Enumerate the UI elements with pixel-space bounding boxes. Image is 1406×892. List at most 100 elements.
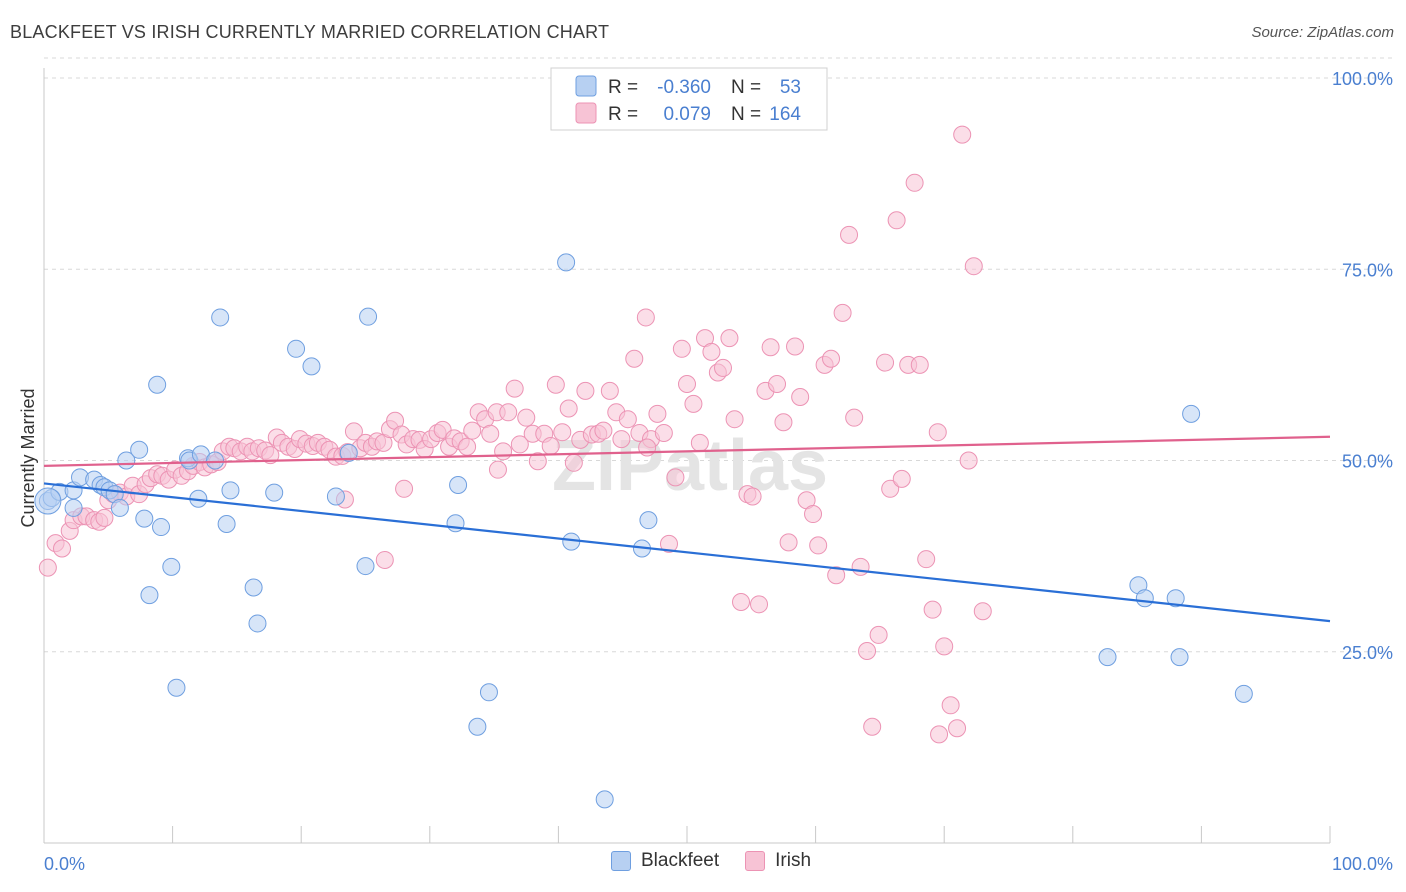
irish-point-107: [678, 375, 696, 393]
irish-point-77: [499, 403, 518, 422]
irish-point-136: [851, 557, 870, 576]
irish-point-100: [636, 308, 655, 327]
legend-item-irish[interactable]: Irish: [745, 850, 811, 872]
legend-swatch-irish: [745, 851, 766, 871]
blackfeet-point-13: [130, 440, 149, 459]
irish-point-0: [38, 558, 57, 577]
legend-n-label-1: N =: [731, 104, 761, 125]
irish-point-94: [600, 381, 619, 400]
irish-point-148: [923, 600, 942, 619]
legend-r-label-1: R =: [608, 104, 638, 125]
x-tick-label-0: 0.0%: [44, 854, 85, 874]
chart-title: BLACKFEET VS IRISH CURRENTLY MARRIED COR…: [10, 22, 610, 42]
irish-point-98: [625, 349, 644, 368]
blackfeet-point-38: [449, 475, 468, 494]
irish-point-76: [494, 442, 513, 461]
irish-point-126: [791, 388, 810, 407]
blackfeet-point-39: [468, 717, 487, 736]
irish-point-116: [732, 593, 751, 612]
blackfeet-point-34: [339, 443, 358, 462]
irish-point-162: [928, 423, 947, 442]
y-tick-label-2: 75.0%: [1342, 260, 1393, 280]
blackfeet-point-11: [110, 498, 129, 517]
irish-point-85: [546, 375, 565, 394]
irish-point-96: [612, 430, 631, 449]
y-tick-label-1: 50.0%: [1342, 452, 1393, 472]
blackfeet-point-40: [479, 683, 498, 702]
irish-point-146: [910, 355, 929, 374]
blackfeet-point-35: [356, 557, 375, 576]
irish-point-149: [930, 725, 949, 744]
tick-labels: 25.0% 50.0% 75.0% 100.0% 0.0% 100.0%: [44, 69, 1393, 874]
irish-point-138: [863, 717, 882, 736]
irish-point-150: [935, 637, 954, 656]
irish-point-129: [809, 536, 828, 555]
irish-point-111: [702, 342, 721, 361]
blackfeet-point-41: [557, 253, 576, 272]
irish-point-37: [261, 446, 280, 465]
irish-point-132: [827, 566, 846, 585]
blackfeet-point-46: [1098, 648, 1117, 667]
irish-point-134: [840, 225, 859, 244]
blackfeet-point-16: [148, 375, 167, 394]
irish-point-141: [881, 479, 900, 498]
chart-source: Source: ZipAtlas.com: [1251, 24, 1394, 41]
irish-point-145: [905, 173, 924, 192]
irish-point-124: [779, 533, 798, 552]
blackfeet-point-3: [64, 498, 83, 517]
blackfeet-point-32: [302, 357, 321, 376]
irish-point-160: [488, 460, 507, 479]
irish-point-156: [973, 602, 992, 621]
blackfeet-point-33: [326, 487, 345, 506]
irish-point-86: [553, 423, 572, 442]
legend-swatch-1: [575, 102, 597, 124]
legend-n-label-0: N =: [731, 77, 761, 98]
irish-point-159: [395, 479, 414, 498]
irish-point-128: [804, 505, 823, 524]
legend-label-blackfeet: Blackfeet: [641, 850, 720, 871]
blackfeet-point-45: [639, 511, 658, 530]
irish-point-87: [559, 399, 578, 418]
irish-point-153: [953, 125, 972, 144]
irish-point-2: [53, 539, 72, 558]
irish-point-80: [517, 408, 536, 427]
blackfeet-point-48: [1135, 589, 1154, 608]
correlation-legend: R = -0.360 N = 53 R = 0.079 N = 164: [550, 67, 828, 131]
irish-point-143: [892, 469, 911, 488]
irish-point-102: [648, 404, 667, 423]
legend-box: [550, 67, 828, 131]
irish-point-108: [684, 394, 703, 413]
blackfeet-point-14: [135, 509, 154, 528]
blackfeet-trend-line: [43, 482, 1331, 623]
legend-item-blackfeet[interactable]: Blackfeet: [611, 850, 719, 872]
legend-swatch-0: [575, 75, 597, 97]
irish-point-82: [528, 452, 547, 471]
legend-r-value-0: -0.360: [657, 77, 711, 98]
blackfeet-point-31: [287, 339, 306, 358]
bottom-legend: Blackfeet Irish: [611, 850, 837, 872]
irish-point-114: [720, 329, 739, 348]
irish-point-105: [666, 468, 685, 487]
irish-point-151: [941, 696, 960, 715]
blackfeet-point-17: [152, 518, 171, 537]
irish-point-121: [761, 338, 780, 357]
irish-point-115: [725, 410, 744, 429]
blackfeet-point-30: [265, 483, 284, 502]
irish-point-88: [564, 453, 583, 472]
legend-r-label-0: R =: [608, 77, 638, 98]
irish-point-103: [654, 423, 673, 442]
legend-n-value-1: 164: [769, 104, 801, 125]
irish-point-119: [750, 595, 769, 614]
irish-point-104: [659, 534, 678, 553]
blackfeet-point-27: [221, 481, 240, 500]
blackfeet-point-28: [244, 578, 263, 597]
irish-point-78: [505, 379, 524, 398]
irish-point-133: [833, 303, 852, 322]
x-tick-label-1: 100.0%: [1332, 854, 1393, 874]
irish-point-106: [672, 339, 691, 358]
irish-point-135: [845, 408, 864, 427]
irish-point-97: [618, 410, 637, 429]
blackfeet-point-50: [1166, 589, 1185, 608]
blackfeet-point-26: [217, 514, 236, 533]
